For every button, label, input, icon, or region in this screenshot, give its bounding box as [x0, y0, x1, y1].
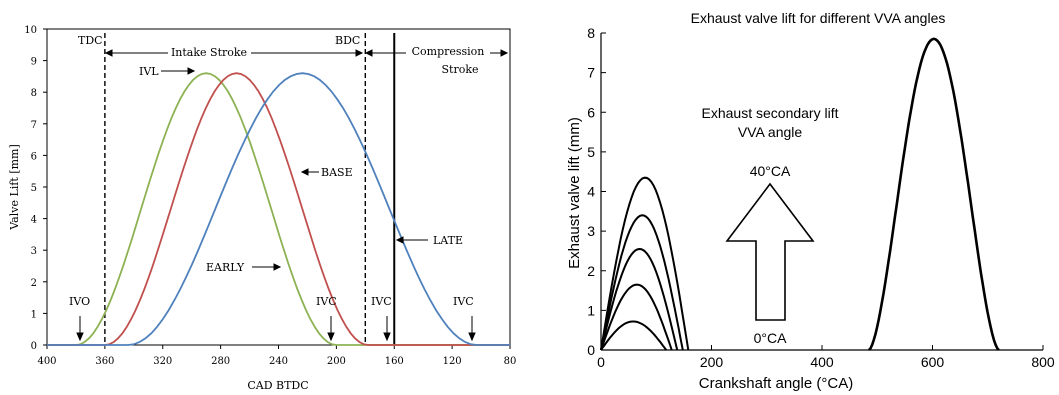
left-x-tick-label: 160 — [385, 356, 404, 367]
right-x-axis: 0 200 400 600 800 — [597, 345, 1055, 370]
left-y-tick-label: 1 — [31, 309, 37, 320]
series-line-base — [47, 72, 510, 346]
early-arrow — [252, 263, 282, 271]
right-y-tick-label: 1 — [587, 302, 595, 318]
left-x-tick-label: 320 — [153, 356, 172, 367]
right-x-tick-label: 0 — [597, 354, 605, 370]
left-y-tick-label: 5 — [31, 183, 37, 194]
right-y-tick-label: 6 — [587, 104, 595, 120]
right-x-axis-label: Crankshaft angle (°CA) — [699, 375, 853, 392]
ivc-late-label: IVC — [453, 295, 474, 308]
base-arrow — [300, 168, 319, 176]
right-y-tick-label: 8 — [587, 25, 595, 41]
left-y-tick-label: 4 — [31, 215, 37, 226]
late-label: LATE — [433, 234, 463, 247]
compression-label-line2: Stroke — [441, 63, 478, 76]
right-y-tick-label: 0 — [587, 342, 595, 358]
early-label: EARLY — [206, 261, 245, 274]
left-x-tick-label: 400 — [37, 356, 56, 367]
secondary-lift-curve — [600, 176, 690, 351]
vva-bottom-label: 0°CA — [754, 330, 787, 346]
bdc-label: BDC — [335, 34, 360, 47]
series-line-early — [47, 72, 510, 346]
left-x-tick-label: 360 — [95, 356, 114, 367]
secondary-lift-curve — [600, 247, 679, 351]
left-plot-area — [46, 28, 511, 346]
main-exhaust-lift-curve — [868, 37, 1000, 351]
right-series-group — [600, 37, 1000, 351]
left-y-tick-label: 10 — [24, 25, 37, 36]
ivc-early-arrow — [327, 316, 335, 342]
late-arrow — [395, 236, 428, 244]
left-x-tick-label: 80 — [504, 356, 517, 367]
ivc-base-arrow — [383, 316, 391, 342]
left-series-group — [47, 72, 510, 346]
right-x-tick-label: 200 — [700, 354, 724, 370]
vva-direction-arrow-icon — [725, 182, 815, 321]
secondary-lift-curve — [600, 320, 668, 351]
left-y-tick-label: 7 — [31, 120, 37, 131]
tdc-label: TDC — [78, 34, 103, 47]
intake-stroke-label: Intake Stroke — [171, 46, 247, 59]
left-y-tick-label: 0 — [31, 341, 37, 352]
right-chart-title: Exhaust valve lift for different VVA ang… — [691, 10, 946, 26]
left-x-tick-label: 280 — [211, 356, 230, 367]
left-y-tick-label: 8 — [31, 88, 37, 99]
ivo-label: IVO — [69, 295, 90, 308]
ivc-late-arrow — [468, 316, 476, 342]
right-y-tick-label: 5 — [587, 144, 595, 160]
left-y-axis-label: Valve Lift [mm] — [8, 144, 21, 231]
left-y-tick-label: 6 — [31, 151, 37, 162]
right-x-tick-label: 400 — [810, 354, 834, 370]
left-y-axis: 0 1 2 3 4 5 6 7 8 9 10 — [24, 25, 47, 352]
secondary-lift-curve — [600, 214, 684, 351]
vva-top-label: 40°CA — [750, 163, 791, 179]
exhaust-valve-lift-chart: Exhaust valve lift for different VVA ang… — [566, 10, 1055, 392]
left-y-tick-label: 2 — [31, 278, 37, 289]
ivl-arrow — [161, 67, 196, 75]
left-x-tick-label: 240 — [269, 356, 288, 367]
left-y-tick-label: 3 — [31, 246, 37, 257]
left-y-tick-label: 9 — [31, 57, 37, 68]
left-x-axis: 400 360 320 280 240 200 160 120 80 — [37, 345, 516, 367]
ivl-label: IVL — [139, 65, 159, 78]
vva-angle-label: VVA angle — [738, 124, 803, 140]
right-x-tick-label: 800 — [1031, 354, 1055, 370]
base-label: BASE — [321, 166, 353, 179]
right-y-axis: 0 1 2 3 4 5 6 7 8 — [587, 25, 606, 358]
series-line-late — [47, 72, 510, 346]
ivc-base-label: IVC — [371, 295, 392, 308]
left-x-tick-label: 120 — [443, 356, 462, 367]
ivc-early-label: IVC — [316, 295, 337, 308]
left-x-tick-label: 200 — [327, 356, 346, 367]
right-y-tick-label: 3 — [587, 223, 595, 239]
compression-label-line1: Compression — [412, 45, 485, 58]
left-x-axis-label: CAD BTDC — [247, 379, 308, 392]
right-y-tick-label: 7 — [587, 65, 595, 81]
right-y-tick-label: 2 — [587, 263, 595, 279]
right-y-tick-label: 4 — [587, 184, 595, 200]
right-y-axis-label: Exhaust valve lift (mm) — [566, 117, 583, 269]
right-x-tick-label: 600 — [921, 354, 945, 370]
right-axes-lines — [600, 33, 1043, 351]
left-reference-lines — [104, 33, 396, 345]
secondary-lift-curve — [600, 283, 673, 351]
ivo-arrow — [76, 316, 84, 342]
secondary-lift-label: Exhaust secondary lift — [702, 105, 839, 121]
